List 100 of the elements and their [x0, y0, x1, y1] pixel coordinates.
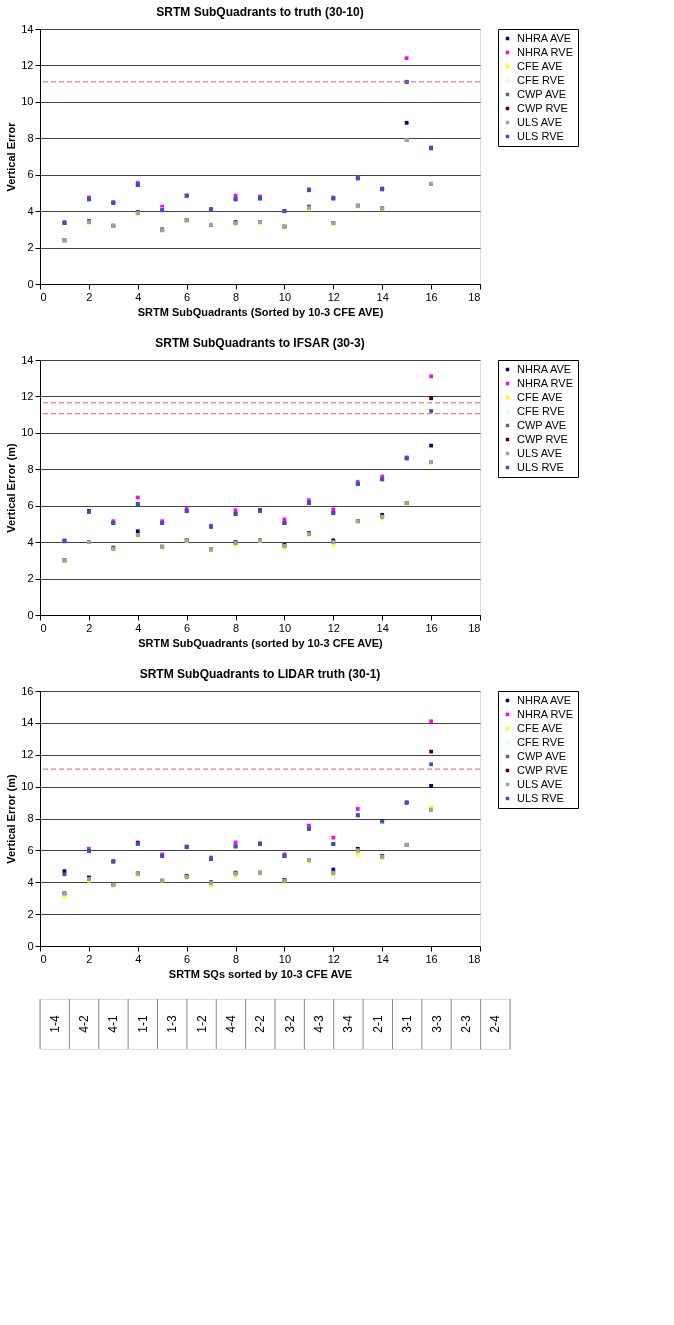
- y-tick-label: 2: [27, 572, 34, 585]
- x-tick-label: 0: [40, 621, 47, 634]
- x-axis-title: SRTM SQs sorted by 10-3 CFE AVE: [168, 967, 353, 980]
- y-tick-label: 14: [21, 22, 34, 35]
- y-tick-label: 6: [27, 843, 34, 856]
- y-tick-label: 0: [27, 939, 34, 952]
- text: 4-4: [223, 1015, 238, 1033]
- y-tick-label: 0: [27, 608, 34, 621]
- legend-label: NHRA AVE: [517, 362, 572, 375]
- x-tick-label: 4: [135, 952, 142, 965]
- legend-label: CWP AVE: [517, 87, 567, 100]
- text: 4-3: [312, 1015, 327, 1033]
- text: 4-1: [106, 1015, 121, 1033]
- chart-title: SRTM SubQuadrants to LIDAR truth (30-1): [139, 667, 381, 681]
- x-tick-label: 2: [86, 621, 93, 634]
- y-axis-title: Vertical Error (m): [5, 774, 18, 864]
- legend-label: ULS AVE: [517, 115, 563, 128]
- legend-label: CFE RVE: [517, 735, 565, 748]
- legend-label: CWP AVE: [517, 418, 567, 431]
- text: 3-3: [429, 1015, 444, 1033]
- text: 2-1: [370, 1015, 385, 1033]
- x-tick-label: 14: [376, 952, 389, 965]
- legend-label: CFE AVE: [517, 390, 563, 403]
- y-tick-label: 10: [21, 95, 34, 108]
- y-tick-label: 4: [27, 875, 34, 888]
- x-tick-label: 8: [232, 621, 240, 634]
- legend-label: CWP RVE: [517, 101, 568, 114]
- y-tick-label: 16: [21, 684, 34, 697]
- text: 1-2: [194, 1015, 209, 1033]
- y-tick-label: 0: [27, 277, 34, 290]
- legend-label: NHRA RVE: [517, 45, 574, 58]
- x-tick-label: 10: [278, 952, 292, 965]
- x-tick-label: 16: [425, 952, 438, 965]
- x-tick-label: 10: [278, 290, 292, 303]
- y-tick-label: 2: [27, 907, 34, 920]
- chart-title: SRTM SubQuadrants to IFSAR (30-3): [155, 336, 365, 350]
- x-tick-label: 2: [86, 952, 93, 965]
- x-tick-label: 6: [184, 290, 191, 303]
- x-tick-label: 4: [135, 621, 142, 634]
- text: 4-2: [77, 1015, 92, 1033]
- x-axis-title: SRTM SubQuadrants (sorted by 10-3 CFE AVE): [138, 636, 384, 649]
- legend-label: ULS AVE: [517, 446, 563, 459]
- x-tick-label: 18: [468, 952, 481, 965]
- x-tick-label: 16: [425, 290, 438, 303]
- legend-label: CFE RVE: [517, 73, 565, 86]
- text: 2-4: [488, 1015, 503, 1033]
- y-tick-label: 14: [21, 716, 34, 729]
- x-axis-title: SRTM SubQuadrants (Sorted by 10-3 CFE AVE): [137, 305, 384, 318]
- legend-label: NHRA RVE: [517, 707, 574, 720]
- legend-label: CWP RVE: [517, 432, 568, 445]
- legend-label: CFE AVE: [517, 721, 563, 734]
- text: 1-4: [47, 1015, 62, 1033]
- text: 1-1: [135, 1015, 150, 1033]
- x-tick-label: 12: [327, 952, 340, 965]
- legend-label: CWP AVE: [517, 749, 567, 762]
- text: 3-2: [282, 1015, 297, 1033]
- y-tick-label: 14: [21, 353, 34, 366]
- y-tick-label: 4: [27, 204, 34, 217]
- x-tick-label: 18: [468, 621, 481, 634]
- y-tick-label: 12: [21, 389, 34, 402]
- y-tick-label: 2: [27, 241, 34, 254]
- x-tick-label: 12: [327, 621, 340, 634]
- y-axis-title: Vertical Error: [5, 121, 18, 192]
- text: 2-2: [253, 1015, 268, 1033]
- x-tick-label: 16: [425, 621, 438, 634]
- y-tick-label: 12: [21, 748, 34, 761]
- x-tick-label: 0: [40, 290, 47, 303]
- x-tick-label: 6: [184, 952, 191, 965]
- text: 3-4: [341, 1015, 356, 1033]
- y-tick-label: 12: [21, 58, 34, 71]
- legend-label: NHRA AVE: [517, 693, 572, 706]
- legend-label: NHRA AVE: [517, 31, 572, 44]
- text: 2-3: [458, 1015, 473, 1033]
- x-tick-label: 14: [376, 290, 389, 303]
- y-tick-label: 6: [27, 168, 34, 181]
- text: 3-1: [400, 1015, 415, 1033]
- legend-label: CWP RVE: [517, 763, 568, 776]
- x-tick-label: 8: [232, 952, 240, 965]
- x-tick-label: 4: [135, 290, 142, 303]
- legend-label: CFE AVE: [517, 59, 563, 72]
- legend-label: CFE RVE: [517, 404, 565, 417]
- x-tick-label: 10: [278, 621, 292, 634]
- legend-label: NHRA RVE: [517, 376, 574, 389]
- text: 1-3: [165, 1015, 180, 1033]
- x-tick-label: 2: [86, 290, 93, 303]
- x-tick-label: 6: [184, 621, 191, 634]
- chart-title: SRTM SubQuadrants to truth (30-10): [156, 5, 364, 19]
- y-tick-label: 10: [21, 780, 34, 793]
- y-tick-label: 10: [21, 426, 34, 439]
- x-tick-label: 8: [232, 290, 240, 303]
- y-tick-label: 4: [27, 535, 34, 548]
- x-tick-label: 12: [327, 290, 340, 303]
- y-tick-label: 6: [27, 499, 34, 512]
- legend-label: ULS RVE: [517, 129, 564, 142]
- y-tick-label: 8: [27, 462, 34, 475]
- legend-label: ULS RVE: [517, 791, 564, 804]
- legend-label: ULS RVE: [517, 460, 564, 473]
- x-tick-label: 14: [376, 621, 389, 634]
- y-tick-label: 8: [27, 131, 34, 144]
- x-tick-label: 18: [468, 290, 481, 303]
